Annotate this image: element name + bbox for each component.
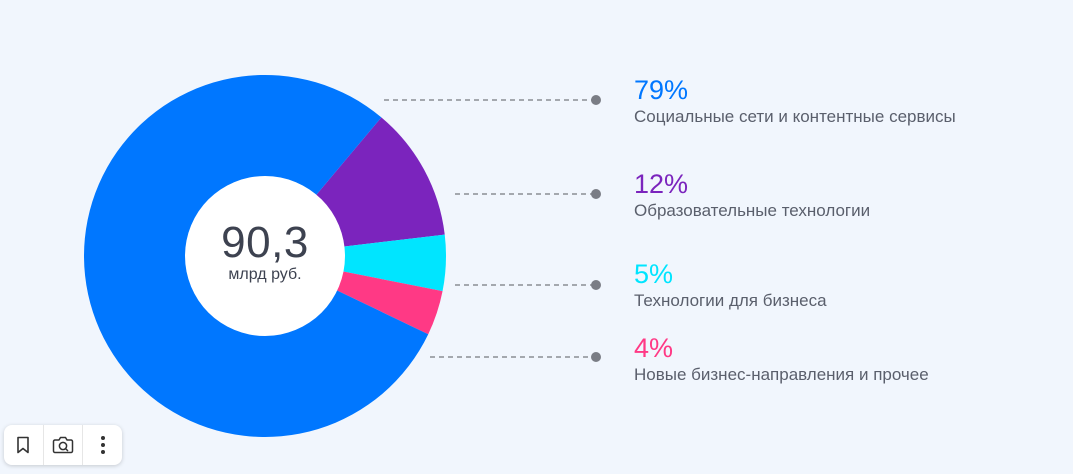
bookmark-button[interactable]: [4, 425, 43, 465]
legend-label: Образовательные технологии: [634, 201, 871, 220]
camera-icon: [52, 436, 74, 454]
legend-item-social: 79% Социальные сети и контентные сервисы: [634, 75, 956, 127]
legend-item-business-tech: 5% Технологии для бизнеса: [634, 259, 827, 311]
chart-toolbar: [4, 425, 122, 465]
legend-label: Социальные сети и контентные сервисы: [634, 107, 956, 126]
toolbar-divider: [82, 425, 84, 465]
legend-label: Новые бизнес-направления и прочее: [634, 365, 929, 384]
legend-item-education: 12% Образовательные технологии: [634, 169, 870, 221]
legend-item-new-business: 4% Новые бизнес-направления и прочее: [634, 333, 929, 385]
pie-center-hole: [185, 176, 345, 336]
legend-percent: 12%: [634, 169, 689, 199]
pie-slice-business-tech: [265, 234, 447, 292]
bookmark-icon: [17, 436, 30, 454]
center-total-unit: млрд руб.: [228, 266, 302, 283]
more-options-button[interactable]: [83, 425, 122, 465]
leader-dot: [591, 189, 601, 199]
legend-label: Технологии для бизнеса: [634, 291, 827, 310]
screenshot-button[interactable]: [44, 425, 83, 465]
center-total-value: 90,3: [221, 218, 309, 267]
legend-percent: 79%: [634, 75, 689, 105]
leader-dot: [591, 95, 601, 105]
toolbar-divider: [42, 425, 44, 465]
leader-dot: [591, 352, 601, 362]
legend-percent: 4%: [634, 333, 674, 363]
more-vertical-icon: [100, 436, 105, 454]
legend-percent: 5%: [634, 259, 674, 289]
leader-dot: [591, 280, 601, 290]
